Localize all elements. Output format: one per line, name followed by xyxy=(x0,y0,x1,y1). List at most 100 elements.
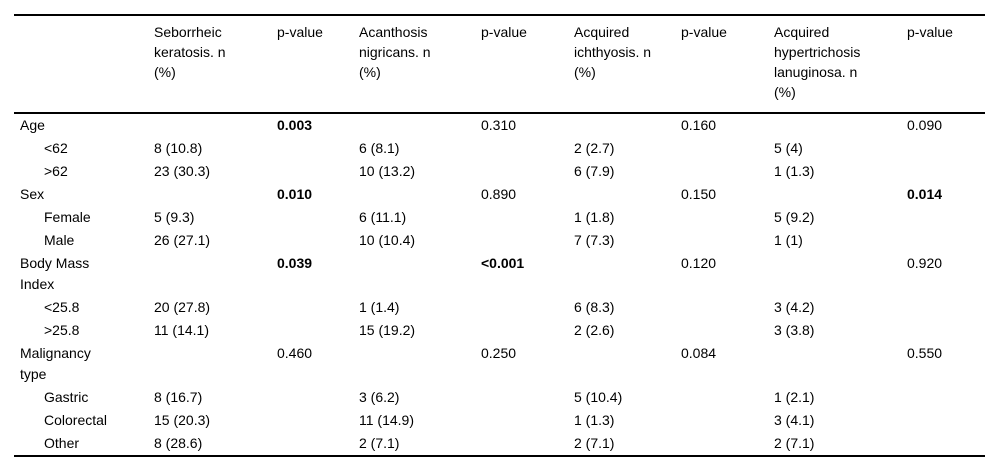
count-percent-cell: 1 (1.8) xyxy=(574,209,615,225)
p-value-cell xyxy=(481,386,574,409)
count-percent-cell xyxy=(774,252,907,296)
count-percent-cell: 3 (4.2) xyxy=(774,299,815,315)
p-value-cell xyxy=(277,432,359,456)
p-value-cell xyxy=(481,432,574,456)
subcategory-label-cell: Gastric xyxy=(14,386,154,409)
p-value-cell xyxy=(481,319,574,342)
p-value-cell: 0.039 xyxy=(277,255,313,271)
count-percent-cell xyxy=(154,342,277,386)
p-value-cell xyxy=(907,319,985,342)
category-label-cell: Malignancy type xyxy=(14,342,154,386)
clinical-characteristics-table: Seborrheic keratosis. n (%) p-value Acanth… xyxy=(14,14,985,457)
row-label: Gastric xyxy=(44,389,89,405)
count-percent-cell xyxy=(359,113,481,137)
p-value-cell xyxy=(907,409,985,432)
subcategory-label-cell: >25.8 xyxy=(14,319,154,342)
p-value-cell xyxy=(277,229,359,252)
column-header: p-value xyxy=(907,15,985,114)
count-percent-cell xyxy=(774,113,907,137)
subcategory-label-cell: Other xyxy=(14,432,154,456)
count-percent-cell xyxy=(574,113,681,137)
p-value-cell: 0.310 xyxy=(481,117,517,133)
p-value-cell xyxy=(277,319,359,342)
category-label-cell: Age xyxy=(14,113,154,137)
table-body: Age 0.003 0.310 0.160 0.090 <62 8 (10.8) 6 (8.1… xyxy=(14,113,985,456)
count-percent-cell: 2 (2.7) xyxy=(574,140,615,156)
p-value-cell xyxy=(681,432,774,456)
table-header: Seborrheic keratosis. n (%) p-value Acanth… xyxy=(14,15,985,114)
count-percent-cell xyxy=(359,183,481,206)
count-percent-cell: 6 (8.1) xyxy=(359,140,400,156)
count-percent-cell: 8 (28.6) xyxy=(154,435,203,451)
table-row: <62 8 (10.8) 6 (8.1) 2 (2.7) 5 (4) xyxy=(14,137,985,160)
p-value-cell xyxy=(481,296,574,319)
count-percent-cell xyxy=(574,183,681,206)
p-value-cell xyxy=(681,296,774,319)
table-row: Gastric 8 (16.7) 3 (6.2) 5 (10.4) 1 (2.1) xyxy=(14,386,985,409)
p-value-cell: 0.010 xyxy=(277,186,313,202)
p-value-cell xyxy=(907,229,985,252)
p-value-cell xyxy=(277,206,359,229)
count-percent-cell: 23 (30.3) xyxy=(154,163,211,179)
p-value-cell xyxy=(481,160,574,183)
row-label: Other xyxy=(44,435,80,451)
count-percent-cell: 1 (1.4) xyxy=(359,299,400,315)
table-row: Female 5 (9.3) 6 (11.1) 1 (1.8) 5 (9.2) xyxy=(14,206,985,229)
p-value-cell xyxy=(277,296,359,319)
p-value-cell xyxy=(907,432,985,456)
row-label: Malignancy type xyxy=(20,345,91,382)
subcategory-label-cell: <25.8 xyxy=(14,296,154,319)
subcategory-label-cell: Male xyxy=(14,229,154,252)
count-percent-cell xyxy=(774,183,907,206)
row-label: >62 xyxy=(44,163,68,179)
column-header-text: Acanthosis nigricans. n (%) xyxy=(359,24,431,80)
p-value-cell: 0.920 xyxy=(907,255,943,271)
count-percent-cell: 15 (19.2) xyxy=(359,322,416,338)
p-value-cell xyxy=(681,229,774,252)
count-percent-cell: 2 (7.1) xyxy=(359,435,400,451)
p-value-cell xyxy=(277,386,359,409)
row-label: Body Mass Index xyxy=(20,255,90,292)
p-value-cell xyxy=(681,160,774,183)
count-percent-cell: 3 (4.1) xyxy=(774,412,815,428)
column-header: Seborrheic keratosis. n (%) xyxy=(154,15,277,114)
table-row: >62 23 (30.3) 10 (13.2) 6 (7.9) 1 (1.3) xyxy=(14,160,985,183)
header-row: Seborrheic keratosis. n (%) p-value Acanth… xyxy=(14,15,985,114)
count-percent-cell: 5 (9.2) xyxy=(774,209,815,225)
column-header: Acquired hypertrichosis lanuginosa. n (%… xyxy=(774,15,907,114)
count-percent-cell: 11 (14.9) xyxy=(359,412,414,428)
count-percent-cell xyxy=(154,252,277,296)
count-percent-cell: 1 (1.3) xyxy=(574,412,615,428)
p-value-cell: 0.084 xyxy=(681,345,717,361)
count-percent-cell: 2 (2.6) xyxy=(574,322,615,338)
subcategory-label-cell: Female xyxy=(14,206,154,229)
p-value-cell: 0.003 xyxy=(277,117,313,133)
table-row: Age 0.003 0.310 0.160 0.090 xyxy=(14,113,985,137)
p-value-cell xyxy=(481,137,574,160)
p-value-cell: 0.550 xyxy=(907,345,943,361)
count-percent-cell: 6 (11.1) xyxy=(359,209,407,225)
count-percent-cell: 8 (16.7) xyxy=(154,389,203,405)
row-label: Colorectal xyxy=(44,412,108,428)
count-percent-cell xyxy=(574,342,681,386)
column-header-text: Acquired hypertrichosis lanuginosa. n (%… xyxy=(774,24,861,100)
p-value-cell xyxy=(481,206,574,229)
column-header: Acquired ichthyosis. n (%) xyxy=(574,15,681,114)
p-value-cell: 0.150 xyxy=(681,186,717,202)
count-percent-cell: 6 (8.3) xyxy=(574,299,615,315)
p-value-cell xyxy=(907,296,985,319)
count-percent-cell xyxy=(574,252,681,296)
p-value-cell xyxy=(907,206,985,229)
column-header: p-value xyxy=(481,15,574,114)
column-header: p-value xyxy=(681,15,774,114)
p-value-cell xyxy=(681,137,774,160)
column-header: Acanthosis nigricans. n (%) xyxy=(359,15,481,114)
category-label-cell: Body Mass Index xyxy=(14,252,154,296)
p-value-cell xyxy=(277,137,359,160)
table-row: Body Mass Index 0.039 <0.001 0.120 0.920 xyxy=(14,252,985,296)
row-label: >25.8 xyxy=(44,322,80,338)
table-row: <25.8 20 (27.8) 1 (1.4) 6 (8.3) 3 (4.2) xyxy=(14,296,985,319)
count-percent-cell: 2 (7.1) xyxy=(574,435,615,451)
p-value-cell: 0.460 xyxy=(277,345,313,361)
count-percent-cell: 7 (7.3) xyxy=(574,232,615,248)
